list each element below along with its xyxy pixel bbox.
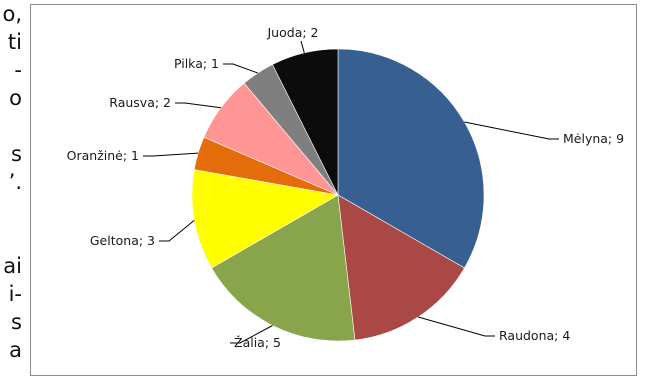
leader-line-6: [175, 102, 221, 109]
slice-label-3: Žalia; 5: [234, 335, 281, 350]
text-line: s: [11, 142, 22, 166]
leader-line-2: [418, 316, 495, 337]
text-line: o: [9, 86, 22, 110]
text-line: ti: [7, 30, 22, 54]
text-line: ai: [3, 254, 22, 278]
slice-label-8: Juoda; 2: [267, 25, 319, 40]
pie-slice-1: [337, 48, 485, 269]
leader-line-5: [143, 152, 199, 157]
pie-slice-3: [211, 194, 356, 342]
text-line: [0, 196, 22, 224]
chart-area: Mėlyna; 9 Raudona; 4 Žalia; 5 Geltona; 3 Ora…: [30, 4, 637, 376]
slice-label-7: Pilka; 1: [174, 56, 219, 71]
leader-line-7: [223, 63, 258, 74]
slice-label-1: Mėlyna; 9: [563, 131, 624, 146]
text-line: s: [0, 364, 22, 372]
leader-line-8: [300, 40, 305, 54]
text-line: i-: [8, 282, 22, 306]
slice-label-6: Rausva; 2: [109, 95, 171, 110]
text-line: ’.: [8, 170, 22, 194]
text-line: -: [14, 58, 22, 82]
pie-chart: Mėlyna; 9 Raudona; 4 Žalia; 5 Geltona; 3 Ora…: [67, 25, 624, 350]
leader-line-1: [464, 121, 559, 140]
text-line: [0, 224, 22, 252]
slice-label-4: Geltona; 3: [90, 233, 155, 248]
pie-slice-8: [272, 48, 339, 196]
leader-line-4: [159, 220, 195, 242]
text-line: s: [11, 310, 22, 334]
slice-label-2: Raudona; 4: [499, 328, 570, 343]
cropped-body-text: o, ti - o s ’. ai i- s a s: [0, 0, 22, 372]
pie-slice-4: [191, 169, 339, 269]
text-line: [0, 112, 22, 140]
text-line: a: [9, 338, 22, 362]
leader-line-3: [230, 325, 273, 344]
text-line: o,: [2, 2, 22, 26]
slice-label-5: Oranžinė; 1: [67, 148, 139, 163]
